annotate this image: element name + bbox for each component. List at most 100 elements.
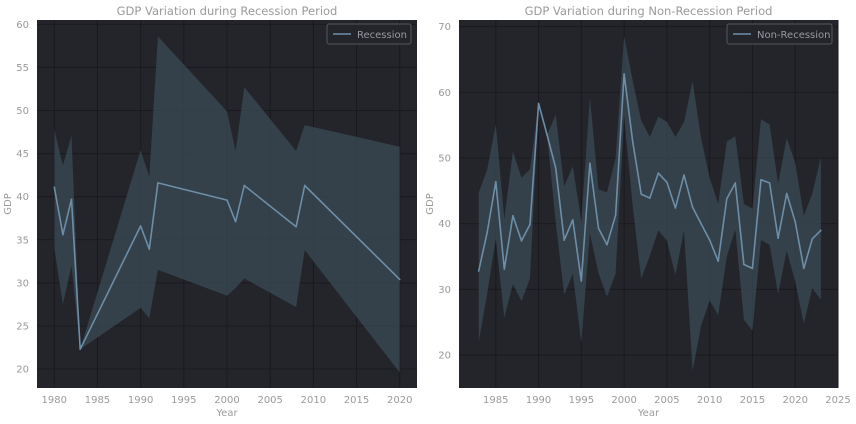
non-recession-chart-panel: 1985 1990 1995 2000 2005 2010 2015 2020 20252030… [425, 4, 851, 419]
data-point [512, 215, 514, 217]
data-point [648, 197, 651, 199]
data-point [674, 207, 677, 209]
x-tick-label: 2010 [301, 395, 326, 406]
data-point [157, 182, 159, 184]
data-point [700, 222, 702, 225]
data-point [691, 206, 694, 209]
data-point [760, 178, 762, 181]
data-point [717, 260, 720, 262]
data-point [597, 227, 600, 230]
data-point [503, 268, 506, 270]
data-point [79, 348, 81, 351]
data-point [640, 193, 643, 195]
x-tick-label: 2005 [257, 395, 282, 406]
y-tick-label: 35 [16, 235, 29, 246]
data-point [606, 243, 608, 246]
x-tick-label: 1990 [128, 395, 153, 406]
recession-chart-panel: 1980 1985 1990 1995 2000 2005 2010 2015 20202025… [3, 4, 417, 419]
data-point [666, 181, 668, 184]
x-tick-label: 1990 [526, 395, 551, 406]
y-tick-label: 40 [438, 219, 451, 230]
y-tick-label: 30 [438, 285, 451, 296]
x-tick-label: 1985 [85, 395, 110, 406]
x-tick-label: 2015 [740, 395, 765, 406]
data-point [477, 270, 480, 272]
data-point [571, 218, 574, 221]
data-point [398, 278, 401, 281]
data-point [494, 180, 497, 183]
data-point [777, 237, 779, 239]
data-point [751, 267, 754, 270]
legend-box [726, 23, 833, 45]
y-axis-label: GDP [3, 193, 14, 214]
data-point [725, 197, 728, 200]
data-point [520, 240, 523, 242]
y-tick-label: 70 [438, 22, 451, 33]
data-point [546, 134, 548, 136]
confidence-band [54, 36, 400, 373]
y-tick-label: 45 [16, 149, 29, 160]
data-point [53, 186, 56, 188]
x-tick-label: 2020 [782, 395, 807, 406]
data-point [768, 182, 771, 184]
y-tick-label: 40 [16, 192, 29, 203]
x-tick-label: 2010 [697, 395, 722, 406]
x-tick-label: 2015 [344, 395, 369, 406]
chart-title: GDP Variation during Recession Period [117, 4, 338, 18]
x-tick-label: 1985 [483, 395, 508, 406]
x-axis-label: Year [637, 408, 660, 419]
data-point [226, 199, 228, 201]
data-point [614, 214, 617, 216]
legend-label: Recession [357, 30, 407, 41]
y-tick-label: 30 [16, 278, 29, 289]
data-point [529, 223, 531, 226]
chart-title: GDP Variation during Non-Recession Perio… [525, 4, 773, 18]
x-tick-label: 2000 [214, 395, 239, 406]
data-point [554, 167, 557, 169]
y-tick-label: 20 [438, 351, 451, 362]
data-point [708, 239, 711, 241]
data-point [589, 162, 591, 165]
data-point [243, 184, 246, 187]
confidence-band [478, 35, 821, 371]
x-tick-label: 1980 [42, 395, 67, 406]
data-point [486, 231, 489, 234]
data-point [683, 174, 685, 176]
data-point [563, 239, 566, 241]
data-point [139, 225, 142, 227]
y-tick-label: 60 [438, 88, 451, 99]
y-tick-label: 50 [16, 106, 29, 117]
data-point [303, 184, 306, 187]
data-point [811, 238, 814, 240]
legend-label: Non-Recession [757, 30, 831, 41]
data-point [794, 220, 797, 223]
x-tick-label: 1995 [171, 395, 196, 406]
data-point [537, 102, 540, 105]
y-tick-label: 25 [16, 321, 29, 332]
data-point [70, 198, 73, 201]
data-point [148, 248, 151, 251]
x-tick-label: 1995 [569, 395, 594, 406]
data-point [785, 192, 788, 195]
data-point [734, 182, 737, 184]
data-point [623, 73, 625, 75]
data-point [580, 280, 583, 282]
y-tick-label: 50 [438, 154, 451, 165]
x-tick-label: 2000 [611, 395, 636, 406]
data-point [234, 220, 237, 223]
x-tick-label: 2020 [387, 395, 412, 406]
data-point [295, 226, 297, 228]
y-axis-label: GDP [425, 193, 436, 214]
y-tick-label: 60 [16, 20, 29, 31]
y-tick-label: 20 [16, 365, 29, 376]
data-point [657, 172, 660, 174]
x-axis-label: Year [215, 408, 238, 419]
data-point [802, 267, 805, 270]
data-point [62, 233, 64, 236]
x-tick-label: 2025 [825, 395, 850, 406]
data-point [631, 140, 634, 143]
x-tick-label: 2005 [654, 395, 679, 406]
y-tick-label: 55 [16, 63, 29, 74]
data-point [743, 263, 745, 266]
